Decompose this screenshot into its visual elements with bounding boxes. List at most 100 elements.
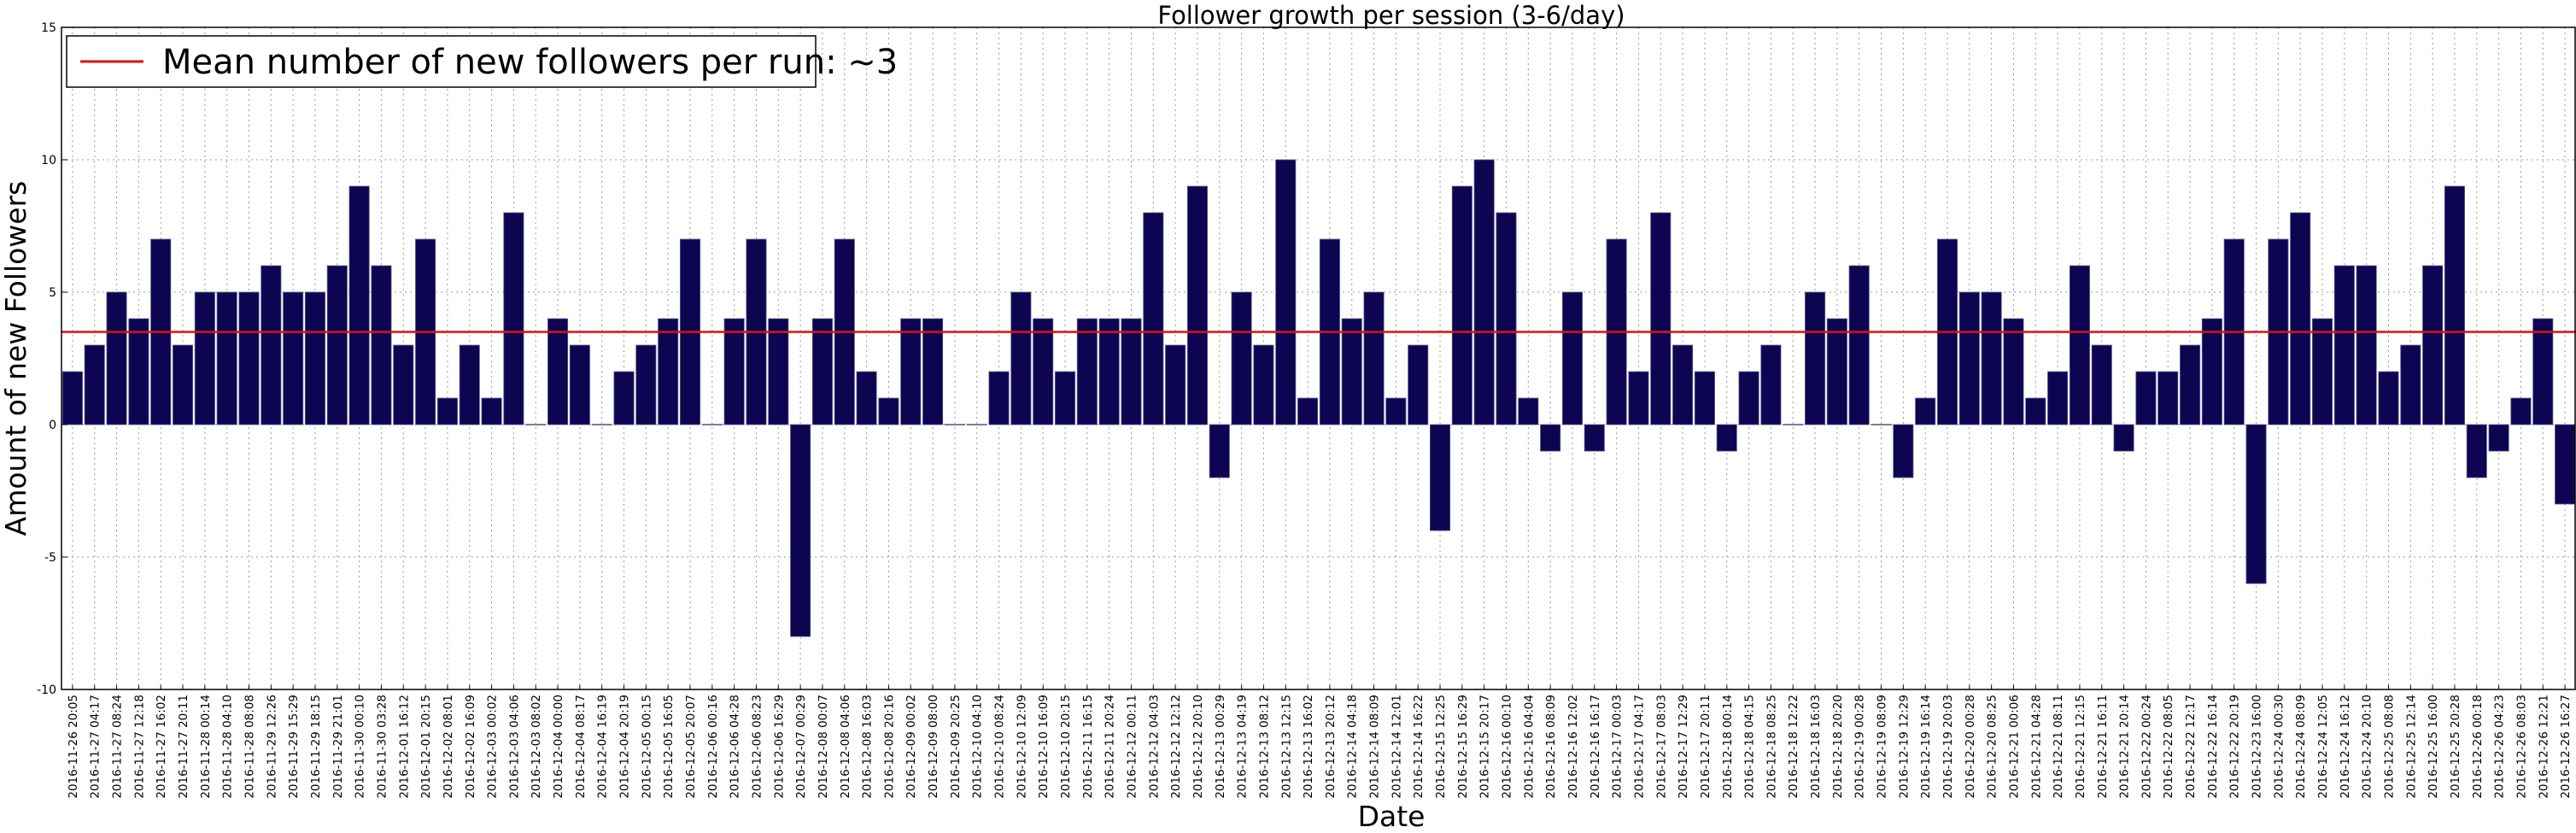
- bar: [856, 371, 877, 425]
- bar: [2135, 371, 2157, 425]
- bar: [261, 265, 282, 425]
- chart-title: Follower growth per session (3-6/day): [1157, 1, 1625, 30]
- x-tick-label: 2016-12-21 12:15: [2074, 695, 2087, 799]
- bar: [2201, 318, 2222, 425]
- x-tick-label: 2016-12-24 08:09: [2294, 695, 2308, 799]
- x-tick-label: 2016-12-18 04:15: [1743, 695, 1757, 799]
- bar: [1121, 318, 1142, 425]
- x-tick-label: 2016-11-29 12:26: [265, 695, 278, 799]
- bar: [569, 344, 590, 425]
- x-tick-label: 2016-12-08 20:16: [882, 695, 896, 799]
- x-tick-label: 2016-12-10 16:09: [1037, 695, 1051, 799]
- x-tick-label: 2016-11-28 08:08: [243, 695, 257, 799]
- bar: [1186, 185, 1208, 425]
- bar: [1297, 397, 1319, 425]
- x-tick-label: 2016-12-13 20:12: [1324, 695, 1338, 799]
- bar: [635, 344, 657, 425]
- x-tick-label: 2016-12-13 00:29: [1214, 695, 1227, 799]
- bar: [2422, 265, 2444, 425]
- bar: [988, 371, 1010, 425]
- x-tick-label: 2016-12-15 20:17: [1478, 695, 1492, 799]
- x-tick-label: 2016-11-29 15:29: [287, 695, 301, 799]
- x-tick-label: 2016-12-03 00:02: [486, 695, 500, 799]
- x-tick-label: 2016-12-22 16:14: [2206, 695, 2220, 799]
- x-tick-label: 2016-12-20 08:25: [1986, 695, 1999, 799]
- x-tick-label: 2016-12-24 16:12: [2339, 695, 2352, 799]
- x-tick-label: 2016-12-08 04:06: [839, 695, 852, 799]
- x-tick-label: 2016-12-17 08:03: [1654, 695, 1668, 799]
- x-tick-label: 2016-12-23 16:00: [2251, 695, 2264, 799]
- bar: [922, 318, 944, 425]
- x-tick-label: 2016-12-19 12:29: [1897, 695, 1911, 799]
- x-tick-label: 2016-12-06 16:29: [772, 695, 786, 799]
- bar: [1010, 291, 1032, 425]
- bar: [2356, 265, 2377, 425]
- legend: Mean number of new followers per run: ~3: [66, 35, 898, 88]
- x-tick-label: 2016-11-29 18:15: [309, 695, 323, 799]
- bar: [194, 291, 215, 425]
- x-tick-label: 2016-11-26 20:05: [67, 695, 80, 799]
- x-tick-label: 2016-12-02 08:01: [442, 695, 455, 799]
- x-tick-label: 2016-12-21 00:06: [2007, 695, 2021, 799]
- x-tick-label: 2016-11-27 08:24: [111, 695, 125, 799]
- bar: [613, 371, 635, 425]
- y-tick-label: -10: [37, 683, 56, 697]
- x-tick-label: 2016-12-08 00:07: [817, 695, 830, 799]
- bar: [1584, 424, 1605, 452]
- x-tick-label: 2016-12-14 16:22: [1412, 695, 1426, 799]
- x-tick-label: 2016-12-12 20:10: [1191, 695, 1205, 799]
- x-tick-label: 2016-11-29 21:01: [331, 695, 345, 799]
- bar: [503, 212, 524, 425]
- x-tick-label: 2016-12-21 16:11: [2096, 695, 2110, 799]
- x-tick-label: 2016-12-02 16:09: [464, 695, 477, 799]
- bar: [61, 371, 83, 425]
- bar: [1848, 265, 1870, 425]
- x-tick-label: 2016-12-07 00:29: [794, 695, 808, 799]
- x-tick-label: 2016-12-25 16:00: [2427, 695, 2440, 799]
- x-tick-label: 2016-12-18 12:22: [1787, 695, 1800, 799]
- x-tick-label: 2016-12-26 12:21: [2537, 695, 2550, 799]
- x-tick-label: 2016-12-16 04:04: [1522, 695, 1536, 799]
- bar: [1716, 424, 1737, 452]
- bar: [2003, 318, 2024, 425]
- x-tick-label: 2016-12-01 16:12: [397, 695, 411, 799]
- x-tick-label: 2016-12-16 16:17: [1589, 695, 1602, 799]
- bar: [2180, 344, 2201, 425]
- x-tick-label: 2016-12-22 12:17: [2184, 695, 2198, 799]
- bar: [2047, 371, 2069, 425]
- x-tick-label: 2016-12-26 08:03: [2515, 695, 2528, 799]
- x-tick-label: 2016-12-12 00:11: [1125, 695, 1139, 799]
- bar: [1694, 371, 1715, 425]
- x-tick-label: 2016-12-25 12:14: [2404, 695, 2418, 799]
- x-tick-label: 2016-12-18 20:20: [1831, 695, 1845, 799]
- x-tick-label: 2016-11-30 03:28: [375, 695, 389, 799]
- x-tick-label: 2016-11-28 00:14: [199, 695, 213, 799]
- bar: [283, 291, 304, 425]
- bar: [459, 344, 480, 425]
- bar: [1054, 371, 1076, 425]
- bar: [1496, 212, 1517, 425]
- x-tick-label: 2016-12-03 04:06: [507, 695, 521, 799]
- x-tick-label: 2016-12-08 16:03: [861, 695, 875, 799]
- bar: [2488, 424, 2509, 452]
- x-tick-label: 2016-12-15 16:29: [1456, 695, 1470, 799]
- bar: [2157, 371, 2179, 425]
- y-tick-label: 0: [49, 419, 56, 432]
- x-tick-label: 2016-12-12 04:03: [1147, 695, 1161, 799]
- x-tick-label: 2016-12-18 08:25: [1765, 695, 1778, 799]
- bar: [768, 318, 789, 425]
- bar: [878, 397, 899, 425]
- x-tick-label: 2016-12-10 08:24: [993, 695, 1007, 799]
- x-tick-label: 2016-11-27 12:18: [132, 695, 146, 799]
- bar: [2444, 185, 2465, 425]
- bar: [348, 185, 370, 425]
- bar: [371, 265, 392, 425]
- bar: [1209, 424, 1230, 478]
- y-tick-label: 5: [49, 286, 56, 300]
- x-tick-label: 2016-12-05 20:07: [684, 695, 698, 799]
- bar: [393, 344, 414, 425]
- y-tick-label: 10: [41, 154, 56, 167]
- x-tick-label: 2016-12-03 08:02: [530, 695, 543, 799]
- bar: [1540, 424, 1561, 452]
